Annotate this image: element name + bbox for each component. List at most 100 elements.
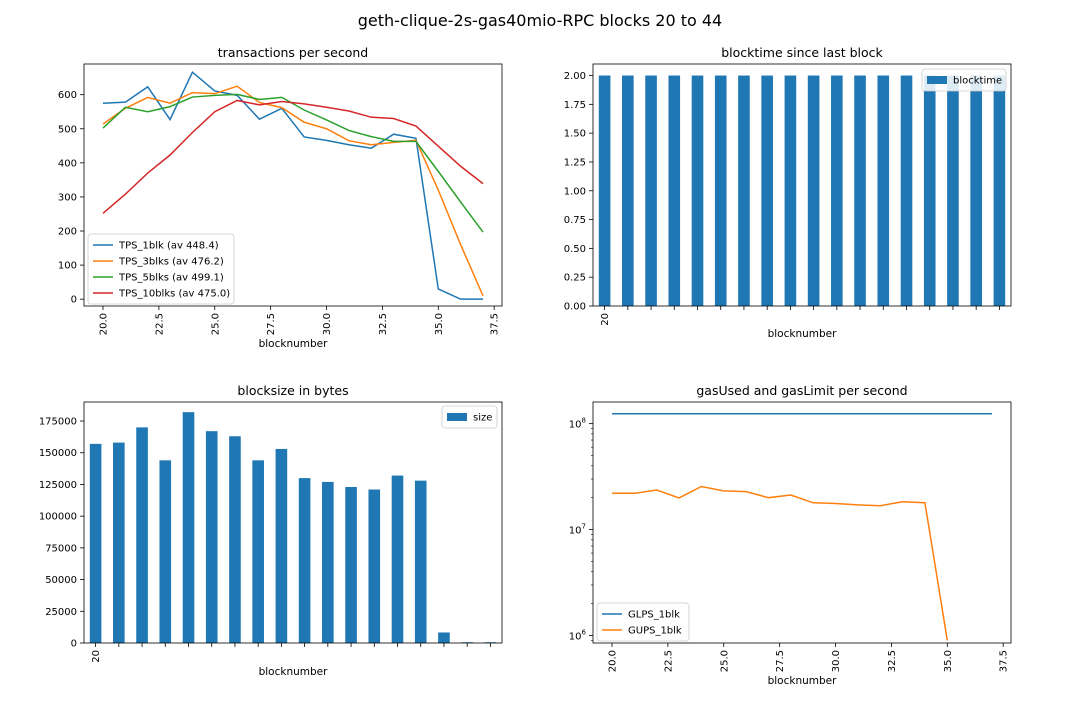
data-point [169,154,171,156]
bar [205,431,218,643]
plot-frame-0 [83,63,503,307]
bar [784,75,797,307]
series-line-2 [102,93,484,233]
x-axis-label-0: blocknumber [259,338,329,350]
data-point [633,492,635,494]
chart-blocktime: blocktime since last block 0.00 0.25 0.50 0.… [564,45,1012,340]
series-line-1 [102,85,484,297]
data-point [214,94,216,96]
series-line-0 [102,70,483,300]
y-tick-label: 0.50 [564,244,586,255]
data-point [258,101,260,103]
x-tick-label: 35.0 [943,650,954,672]
bar [738,75,750,307]
data-point [482,231,484,233]
legend-item: size [447,413,492,424]
bar [598,75,611,307]
data-point [901,501,903,503]
data-point [258,118,260,120]
y-tick-label: 0 [71,295,77,306]
legend-item: TPS_3blks (av 476.2) [93,257,224,268]
legend-label: TPS_10blks (av 475.0) [118,289,230,300]
x-tick-label: 30.0 [322,313,333,335]
data-point [191,96,193,98]
data-point [124,101,126,103]
legend-item: GUPS_1blk [602,626,682,637]
bar [622,75,634,307]
data-point [147,86,149,88]
data-point [415,137,417,139]
data-point [147,111,149,113]
data-point [348,139,350,141]
x-axis-label-3: blocknumber [768,675,838,687]
bar [807,75,820,307]
x-tick-label: 22.5 [663,650,674,672]
legend-label: GUPS_1blk [628,626,682,637]
data-point [102,127,104,129]
bar [877,75,890,307]
y-tick-label: 1.75 [564,100,586,111]
bar [714,75,727,307]
bar [900,75,913,307]
y-tick-label: 106 [569,629,587,643]
series-line-3 [102,99,484,214]
plot-frame-1 [592,63,1012,307]
data-point [723,490,725,492]
x-tick-label: 20.0 [608,650,619,672]
plot-title-3: gasUsed and gasLimit per second [696,383,907,398]
legend-label: size [473,413,492,424]
data-point [191,71,193,73]
y-tick-label: 1.00 [564,186,586,197]
chart-gas: gasUsed and gasLimit per second106107108… [569,383,1012,687]
legend-label: blocktime [953,76,1002,87]
legend-item: TPS_5blks (av 499.1) [93,273,224,284]
y-tick-label: 400 [58,158,77,169]
bar [89,443,102,643]
bar [970,75,982,307]
data-point [834,502,836,504]
data-point [325,106,327,108]
data-point [169,118,171,120]
data-point [303,103,305,105]
bar [645,75,657,307]
series-line-1 [612,485,949,641]
x-tick-label: 22.5 [154,313,165,335]
data-point [678,497,680,499]
data-point [745,490,747,492]
legend-box [596,602,690,642]
bar [159,460,172,643]
data-point [325,128,327,130]
data-point [437,170,439,172]
data-point [325,139,327,141]
bar [761,75,773,307]
bar [831,75,843,307]
chart-tps: transactions per second 0 100 200 300 400 500 6… [58,45,503,350]
y-tick-label: 0.00 [564,302,586,313]
bar [275,448,288,643]
data-point [102,102,104,104]
data-point [124,193,126,195]
y-tick-label: 125000 [39,480,77,491]
data-point [258,98,260,100]
data-point [482,182,484,184]
y-tick-exponent: 7 [582,523,586,531]
plot-frame-3 [592,401,1012,644]
data-point [258,104,260,106]
data-point [281,96,283,98]
bar [854,75,866,307]
data-point [281,106,283,108]
data-point [102,212,104,214]
legend-box [441,405,498,429]
plot-frame-2 [83,401,503,644]
data-point [392,133,394,135]
y-tick-label: 100 [58,261,77,272]
data-point [370,144,372,146]
x-tick-label: 27.5 [775,650,786,672]
data-point [482,298,484,300]
data-point [459,243,461,245]
bar [113,442,125,643]
y-tick-label: 0.25 [564,273,586,284]
data-point [946,639,948,641]
data-point [325,119,327,121]
